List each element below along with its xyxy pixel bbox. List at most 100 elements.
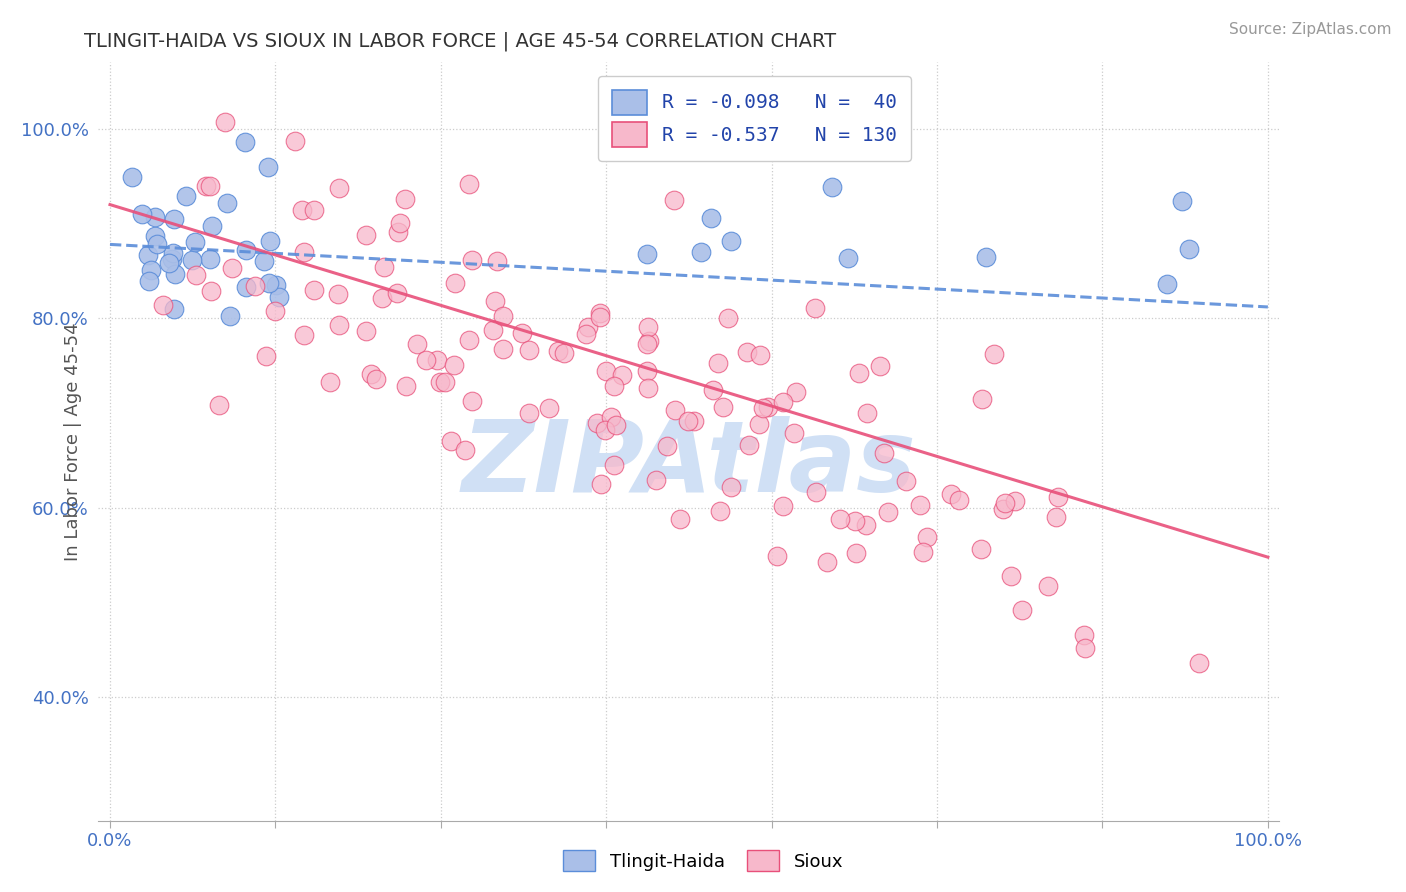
Point xyxy=(586,416,609,430)
Point xyxy=(636,364,658,378)
Point xyxy=(136,248,159,262)
Point xyxy=(837,251,859,265)
Legend: Tlingit-Haida, Sioux: Tlingit-Haida, Sioux xyxy=(555,843,851,879)
Point xyxy=(460,394,482,409)
Point xyxy=(395,379,418,393)
Point xyxy=(328,318,350,332)
Point xyxy=(605,417,627,432)
Point xyxy=(292,328,315,343)
Point xyxy=(600,409,623,424)
Point xyxy=(637,334,659,348)
Text: TLINGIT-HAIDA VS SIOUX IN LABOR FORCE | AGE 45-54 CORRELATION CHART: TLINGIT-HAIDA VS SIOUX IN LABOR FORCE | … xyxy=(84,31,837,51)
Point xyxy=(547,343,569,358)
Point xyxy=(259,276,281,290)
Point xyxy=(948,493,970,508)
Point xyxy=(636,247,658,261)
Point xyxy=(302,283,325,297)
Point xyxy=(538,401,561,415)
Point xyxy=(143,210,166,224)
Point xyxy=(184,268,207,282)
Point xyxy=(575,327,598,342)
Point xyxy=(163,211,186,226)
Point xyxy=(152,298,174,312)
Point xyxy=(915,530,938,544)
Point xyxy=(637,381,659,395)
Point xyxy=(856,407,879,421)
Point xyxy=(145,229,167,244)
Point xyxy=(157,255,180,269)
Point xyxy=(576,320,599,334)
Point xyxy=(174,188,197,202)
Point xyxy=(121,169,143,184)
Y-axis label: In Labor Force | Age 45-54: In Labor Force | Age 45-54 xyxy=(63,322,82,561)
Point xyxy=(387,225,409,239)
Point xyxy=(162,252,184,266)
Point xyxy=(429,375,451,389)
Point xyxy=(662,194,685,208)
Point xyxy=(257,160,280,174)
Point xyxy=(877,505,900,519)
Point xyxy=(389,216,412,230)
Point xyxy=(939,486,962,500)
Point xyxy=(589,477,612,491)
Point xyxy=(772,395,794,409)
Point xyxy=(328,181,350,195)
Point xyxy=(894,474,917,488)
Point xyxy=(720,480,742,494)
Point xyxy=(200,252,222,267)
Point xyxy=(657,439,679,453)
Point xyxy=(994,496,1017,510)
Point xyxy=(141,262,163,277)
Point xyxy=(1000,569,1022,583)
Point xyxy=(1047,490,1070,504)
Point xyxy=(970,542,993,557)
Point xyxy=(385,285,408,300)
Point xyxy=(180,253,202,268)
Point xyxy=(1073,627,1095,641)
Point xyxy=(855,518,877,533)
Point xyxy=(804,484,827,499)
Point xyxy=(443,276,465,290)
Point xyxy=(1170,194,1192,208)
Point xyxy=(364,372,387,386)
Point xyxy=(709,504,731,518)
Point xyxy=(214,114,236,128)
Point xyxy=(264,303,287,318)
Point xyxy=(319,375,342,389)
Point xyxy=(636,336,658,351)
Point xyxy=(326,287,349,301)
Point xyxy=(766,549,789,564)
Point xyxy=(235,280,257,294)
Point xyxy=(720,234,742,248)
Point xyxy=(702,384,724,398)
Point xyxy=(1156,277,1178,292)
Point xyxy=(302,202,325,217)
Point xyxy=(517,405,540,419)
Point xyxy=(689,244,711,259)
Point xyxy=(589,305,612,319)
Text: ZIPAtlas: ZIPAtlas xyxy=(461,416,917,513)
Point xyxy=(748,417,770,431)
Point xyxy=(845,546,868,560)
Point xyxy=(162,246,184,260)
Point xyxy=(481,323,503,337)
Point xyxy=(645,473,668,487)
Point xyxy=(595,364,617,378)
Text: Source: ZipAtlas.com: Source: ZipAtlas.com xyxy=(1229,22,1392,37)
Point xyxy=(215,195,238,210)
Point xyxy=(485,254,508,268)
Point xyxy=(360,367,382,381)
Point xyxy=(426,353,449,368)
Point xyxy=(492,342,515,356)
Point xyxy=(267,290,290,304)
Point xyxy=(908,498,931,512)
Point xyxy=(492,309,515,323)
Point xyxy=(131,207,153,221)
Point xyxy=(815,555,838,569)
Point xyxy=(772,499,794,513)
Point xyxy=(370,291,392,305)
Point xyxy=(664,403,686,417)
Point xyxy=(461,253,484,268)
Point xyxy=(235,243,257,257)
Point xyxy=(443,359,465,373)
